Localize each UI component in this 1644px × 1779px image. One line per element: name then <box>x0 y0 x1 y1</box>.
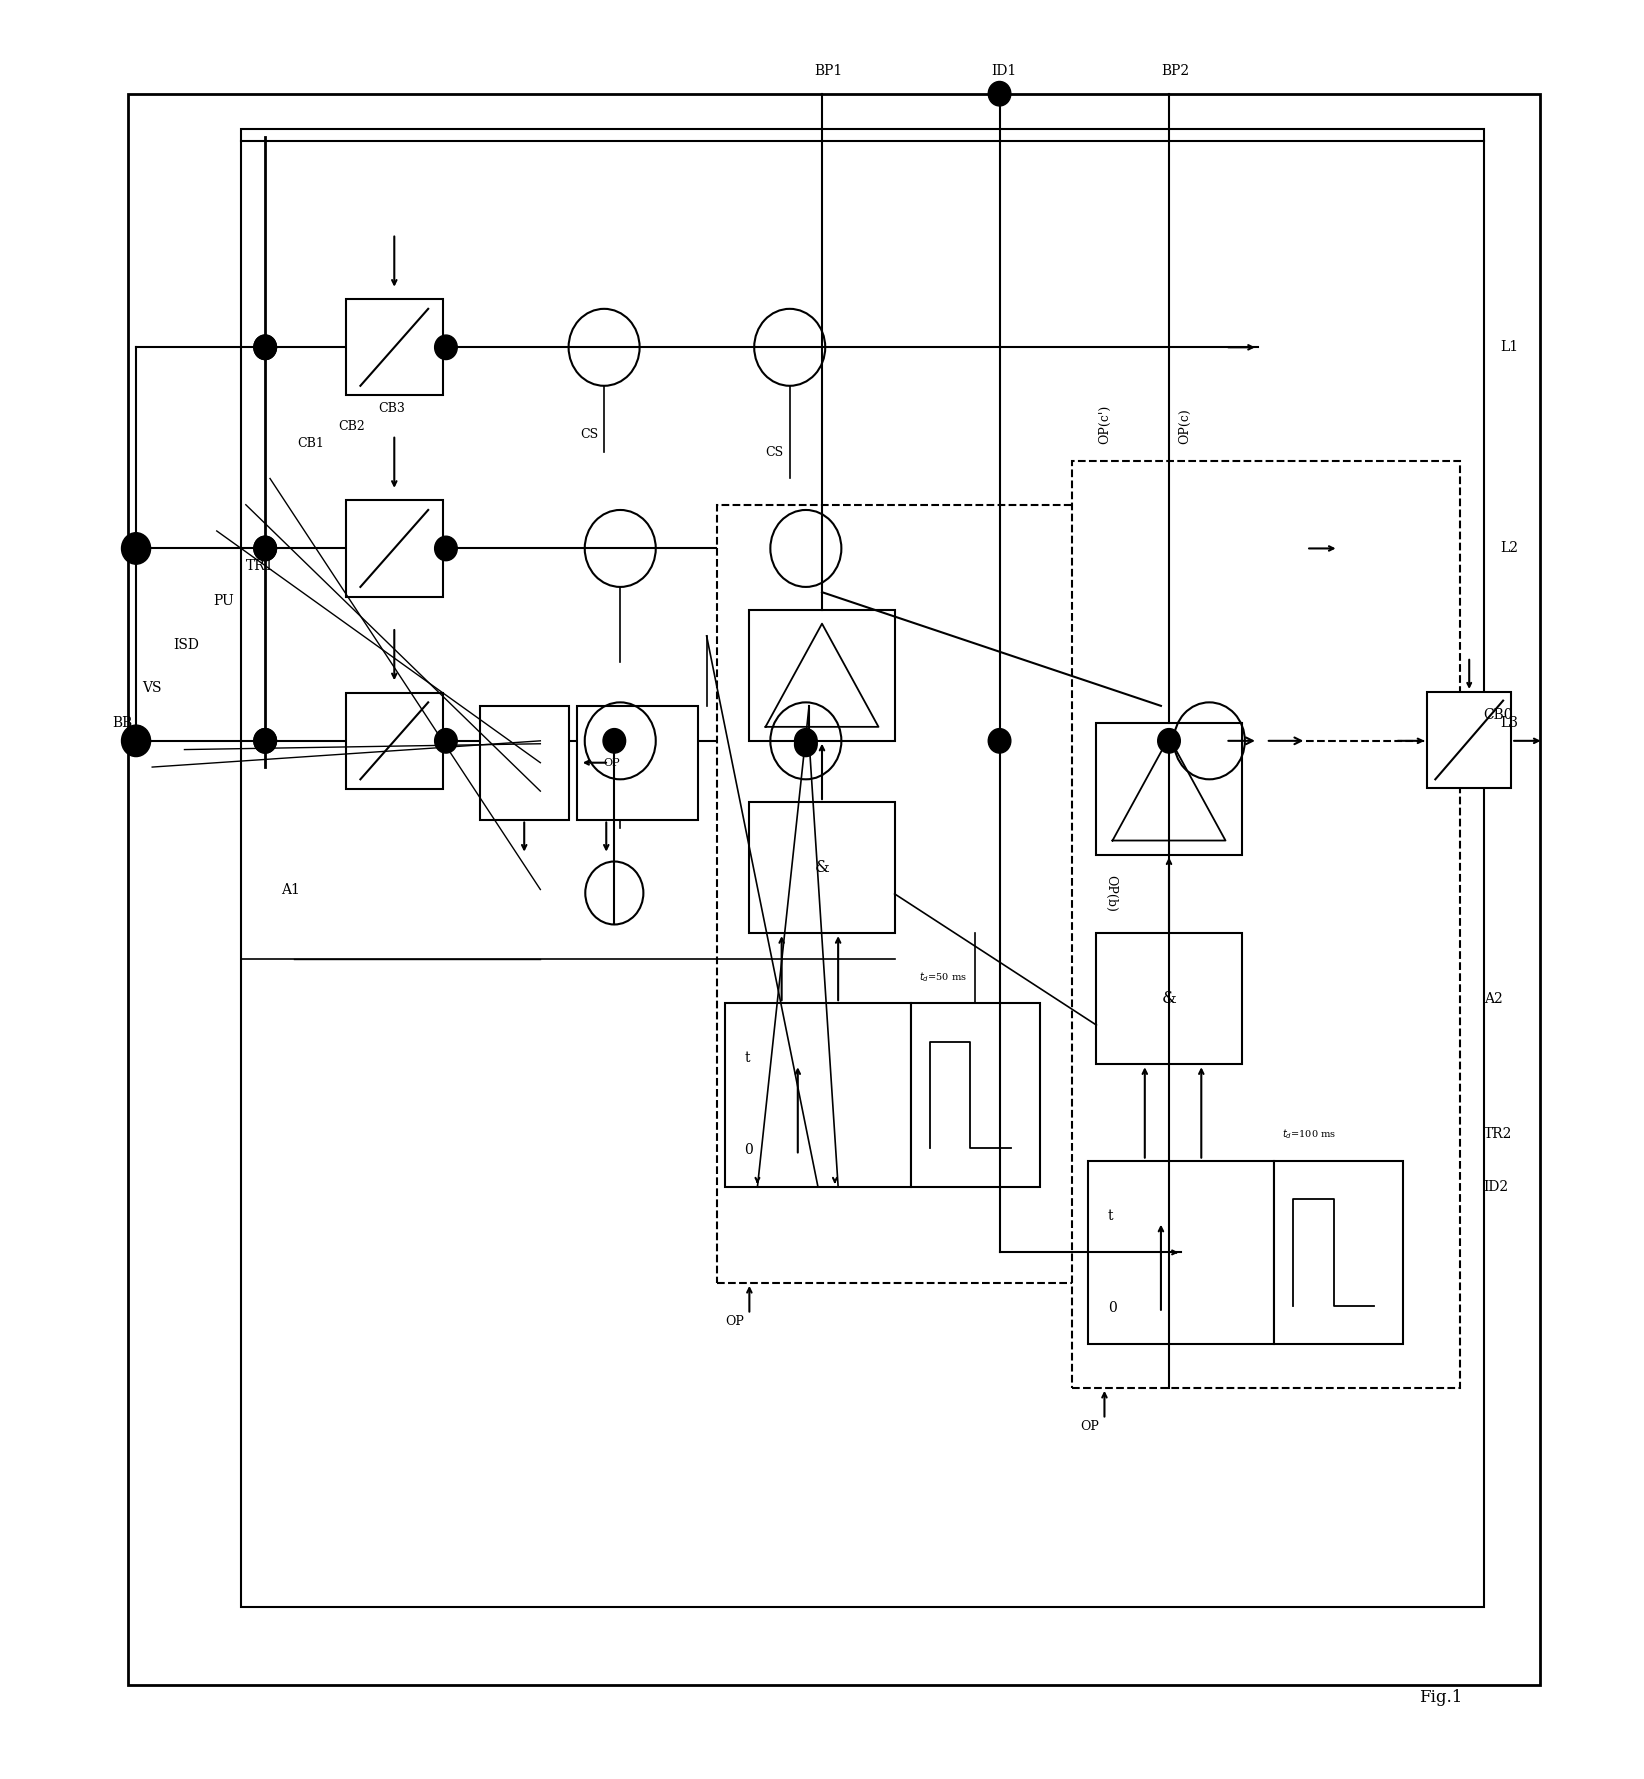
Text: $t_d$=100 ms: $t_d$=100 ms <box>1282 1128 1337 1142</box>
FancyBboxPatch shape <box>1097 934 1241 1064</box>
FancyBboxPatch shape <box>750 610 894 740</box>
FancyBboxPatch shape <box>1072 461 1460 1388</box>
Text: ID1: ID1 <box>991 64 1016 78</box>
Circle shape <box>988 82 1011 107</box>
Text: OP: OP <box>1080 1420 1100 1432</box>
Text: OP: OP <box>603 758 620 769</box>
Text: ID2: ID2 <box>1485 1179 1509 1194</box>
FancyBboxPatch shape <box>1088 1160 1274 1345</box>
Text: CB3: CB3 <box>378 402 404 415</box>
Text: CB0: CB0 <box>1485 708 1512 722</box>
FancyBboxPatch shape <box>577 706 697 820</box>
Text: L3: L3 <box>1499 717 1517 731</box>
Circle shape <box>253 535 276 560</box>
FancyBboxPatch shape <box>1274 1160 1402 1345</box>
Text: CB2: CB2 <box>337 420 365 432</box>
Text: L1: L1 <box>1499 340 1517 354</box>
Circle shape <box>603 729 626 753</box>
Circle shape <box>253 535 276 560</box>
Circle shape <box>794 729 817 753</box>
Text: OP(b): OP(b) <box>1105 875 1118 913</box>
Circle shape <box>122 726 151 756</box>
Circle shape <box>434 729 457 753</box>
FancyBboxPatch shape <box>345 500 442 596</box>
FancyBboxPatch shape <box>1097 724 1241 854</box>
Circle shape <box>253 729 276 753</box>
Text: &: & <box>814 859 830 875</box>
Text: Fig.1: Fig.1 <box>1419 1688 1463 1706</box>
Text: TR1: TR1 <box>247 559 275 573</box>
Circle shape <box>122 532 151 564</box>
Circle shape <box>1157 729 1180 753</box>
FancyBboxPatch shape <box>480 706 569 820</box>
Text: &: & <box>1162 991 1177 1007</box>
Text: VS: VS <box>143 681 163 696</box>
Text: OP(c): OP(c) <box>1179 407 1192 443</box>
Text: PU: PU <box>214 594 235 608</box>
FancyBboxPatch shape <box>717 505 1097 1283</box>
Circle shape <box>434 334 457 359</box>
Circle shape <box>434 535 457 560</box>
Text: BB: BB <box>112 717 132 731</box>
Text: OP(c'): OP(c') <box>1098 404 1111 443</box>
Text: CS: CS <box>766 447 784 459</box>
Text: L2: L2 <box>1499 541 1517 555</box>
FancyBboxPatch shape <box>242 128 1485 1606</box>
Text: 0: 0 <box>745 1144 753 1156</box>
FancyBboxPatch shape <box>750 802 894 934</box>
FancyBboxPatch shape <box>345 299 442 395</box>
Text: t: t <box>745 1051 750 1066</box>
Text: BP1: BP1 <box>814 64 842 78</box>
Text: ISD: ISD <box>173 637 199 651</box>
Circle shape <box>988 729 1011 753</box>
Text: CS: CS <box>580 429 598 441</box>
Text: 0: 0 <box>1108 1300 1116 1315</box>
FancyBboxPatch shape <box>1427 692 1511 788</box>
Text: CB1: CB1 <box>298 438 324 450</box>
Circle shape <box>253 334 276 359</box>
FancyBboxPatch shape <box>128 94 1540 1685</box>
Text: OP: OP <box>725 1315 745 1327</box>
Circle shape <box>253 729 276 753</box>
Text: TR2: TR2 <box>1485 1128 1512 1142</box>
Circle shape <box>794 733 817 756</box>
Text: $t_d$=50 ms: $t_d$=50 ms <box>919 970 967 984</box>
Text: t: t <box>1108 1208 1113 1222</box>
FancyBboxPatch shape <box>911 1003 1041 1187</box>
Text: A2: A2 <box>1485 993 1503 1005</box>
FancyBboxPatch shape <box>725 1003 911 1187</box>
Text: BP2: BP2 <box>1161 64 1189 78</box>
Text: A1: A1 <box>281 882 301 897</box>
FancyBboxPatch shape <box>345 692 442 788</box>
Circle shape <box>253 334 276 359</box>
